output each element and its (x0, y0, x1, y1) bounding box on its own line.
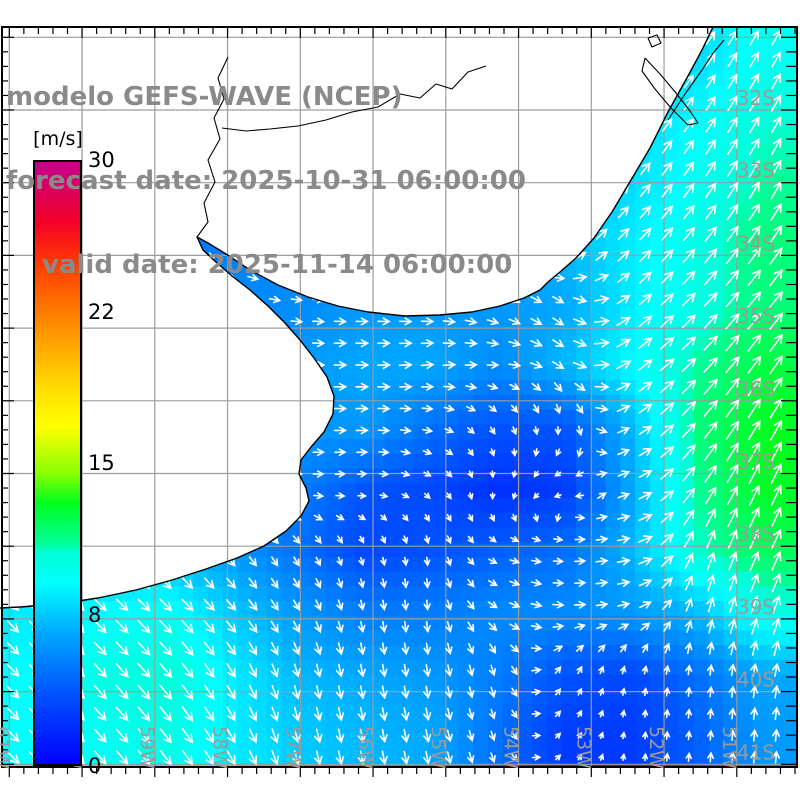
title-valid-date: valid date: 2025-11-14 06:00:00 (42, 250, 513, 280)
lon-label-57w: 57W (281, 726, 303, 769)
title-model-line: modelo GEFS-WAVE (NCEP) (6, 82, 403, 112)
map-frame (1, 26, 798, 768)
colorbar-unit-label: [m/s] (33, 128, 83, 150)
coastline (0, 26, 714, 609)
geo-labels: 32S33S34S35S36S37S38S39S40S41S61W60W59W5… (0, 86, 775, 769)
lon-label-52w: 52W (645, 726, 667, 769)
lon-label-55w: 55W (427, 726, 449, 769)
lat-label-33s: 33S (737, 159, 775, 183)
lat-label-40s: 40S (737, 668, 775, 692)
colorbar-label-22: 22 (88, 299, 115, 324)
rivers-and-lagoons (196, 34, 725, 238)
lon-label-61w: 61W (0, 726, 12, 769)
colorbar-tick-labels: 30 22 15 8 0 (88, 148, 132, 778)
lat-label-36s: 36S (737, 377, 775, 401)
lon-label-53w: 53W (572, 726, 594, 769)
colorbar-label-0: 0 (88, 754, 102, 778)
map-title: modelo GEFS-WAVE (NCEP) forecast date: 2… (6, 27, 526, 335)
lat-label-38s: 38S (737, 522, 775, 546)
axis-ticks (2, 27, 797, 777)
lon-label-51w: 51W (718, 726, 740, 769)
lat-label-41s: 41S (737, 740, 775, 764)
colorbar-label-30: 30 (88, 148, 115, 172)
lat-label-32s: 32S (737, 86, 775, 110)
lat-label-37s: 37S (737, 450, 775, 474)
lon-label-54w: 54W (500, 726, 522, 769)
lon-label-58w: 58W (209, 726, 231, 769)
lon-label-56w: 56W (354, 726, 376, 769)
colorbar (33, 160, 82, 766)
colorbar-label-8: 8 (88, 602, 102, 627)
lon-label-59w: 59W (136, 726, 158, 769)
lat-label-34s: 34S (737, 231, 775, 255)
lat-label-39s: 39S (737, 595, 775, 619)
lat-label-35s: 35S (737, 304, 775, 328)
lat-lon-gridlines (2, 27, 797, 767)
colorbar-label-15: 15 (88, 451, 115, 475)
title-forecast-date: forecast date: 2025-10-31 06:00:00 (6, 166, 526, 196)
land-area (0, 27, 713, 608)
